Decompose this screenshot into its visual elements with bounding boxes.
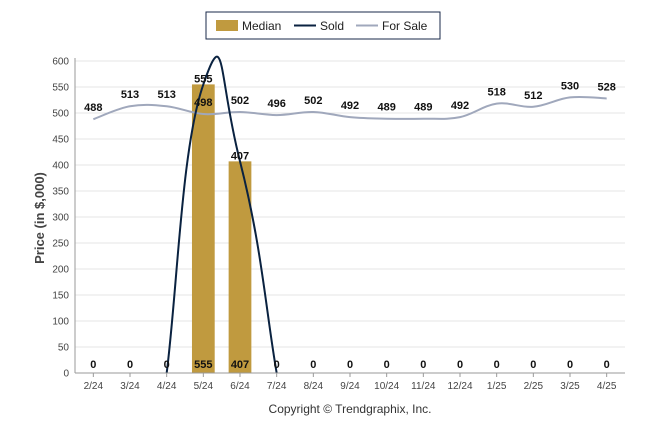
x-tick-label: 4/24 <box>157 381 177 392</box>
for-sale-value-label: 518 <box>487 87 505 99</box>
for-sale-line <box>92 95 607 121</box>
y-tick-label: 400 <box>52 161 69 172</box>
x-tick-label: 9/24 <box>340 381 360 392</box>
x-tick-label: 4/25 <box>597 381 617 392</box>
bars <box>191 84 252 374</box>
sold-value-label: 0 <box>530 359 536 371</box>
median-bar <box>228 161 252 373</box>
sold-line <box>165 55 278 374</box>
x-tick-label: 12/24 <box>447 381 472 392</box>
x-tick-label: 1/25 <box>487 381 507 392</box>
sold-value-label: 0 <box>384 359 390 371</box>
y-tick-label: 150 <box>52 291 69 302</box>
sold-value-label: 0 <box>567 359 573 371</box>
y-tick-label: 350 <box>52 187 69 198</box>
y-tick-label: 500 <box>52 109 69 120</box>
y-tick-label: 550 <box>52 83 69 94</box>
for-sale-value-label: 502 <box>231 95 249 107</box>
sold-value-label: 0 <box>457 359 463 371</box>
for-sale-value-label: 502 <box>304 95 322 107</box>
sold-value-label: 0 <box>420 359 426 371</box>
x-tick-label: 6/24 <box>230 381 250 392</box>
sold-value-label: 0 <box>310 359 316 371</box>
y-tick-label: 300 <box>52 213 69 224</box>
legend-label-sold: Sold <box>320 19 344 33</box>
legend-label-for-sale: For Sale <box>382 19 428 33</box>
sold-value-label: 0 <box>164 359 170 371</box>
for-sale-value-label: 513 <box>157 89 175 101</box>
y-tick-label: 600 <box>52 57 69 68</box>
x-tick-label: 7/24 <box>267 381 287 392</box>
chart-legend: Median Sold For Sale <box>205 11 441 40</box>
for-sale-value-label: 530 <box>561 80 579 92</box>
sold-value-label: 0 <box>494 359 500 371</box>
x-tick-label: 11/24 <box>411 381 436 392</box>
sold-value-label: 555 <box>194 73 212 85</box>
for-sale-value-label: 496 <box>267 98 285 110</box>
x-tick-label: 3/25 <box>560 381 580 392</box>
y-tick-label: 0 <box>63 369 69 380</box>
y-tick-label: 100 <box>52 317 69 328</box>
sold-value-label: 0 <box>90 359 96 371</box>
x-tick-label: 10/24 <box>374 381 399 392</box>
median-bar <box>191 84 215 374</box>
for-sale-value-label: 489 <box>414 102 432 114</box>
for-sale-value-label: 512 <box>524 90 542 102</box>
lines <box>92 55 607 374</box>
data-labels: 488 513 513 498 502 496 502 492 489 489 492 518 512 5… <box>84 73 616 371</box>
for-sale-value-label: 492 <box>341 100 359 112</box>
for-sale-value-label: 498 <box>194 97 212 109</box>
y-axis-title: Price (in $,000) <box>32 172 47 264</box>
for-sale-value-label: 489 <box>377 102 395 114</box>
legend-label-median: Median <box>242 19 281 33</box>
y-tick-label: 250 <box>52 239 69 250</box>
x-tick-label: 3/24 <box>120 381 140 392</box>
for-sale-value-label: 488 <box>84 102 102 114</box>
y-tick-label: 50 <box>58 343 70 354</box>
median-value-label: 407 <box>231 359 249 371</box>
x-tick-label: 2/25 <box>524 381 544 392</box>
median-value-label: 555 <box>194 359 212 371</box>
x-tick-label: 8/24 <box>304 381 324 392</box>
for-sale-value-label: 528 <box>597 81 615 93</box>
y-tick-label: 200 <box>52 265 69 276</box>
sold-value-label: 0 <box>127 359 133 371</box>
legend-swatch-median <box>216 20 238 31</box>
sold-value-label: 407 <box>231 150 249 162</box>
x-tick-label: 5/24 <box>194 381 214 392</box>
for-sale-value-label: 492 <box>451 100 469 112</box>
x-tick-label: 2/24 <box>84 381 104 392</box>
legend-box <box>205 11 441 40</box>
copyright-text: Copyright © Trendgraphix, Inc. <box>269 402 432 416</box>
axes: 0 50 100 150 200 250 300 350 400 450 500 550 600 2/24… <box>52 57 625 392</box>
sold-value-label: 0 <box>604 359 610 371</box>
sold-value-label: 0 <box>274 359 280 371</box>
grid <box>75 60 625 348</box>
y-tick-label: 450 <box>52 135 69 146</box>
sold-value-label: 0 <box>347 359 353 371</box>
for-sale-value-label: 513 <box>121 89 139 101</box>
